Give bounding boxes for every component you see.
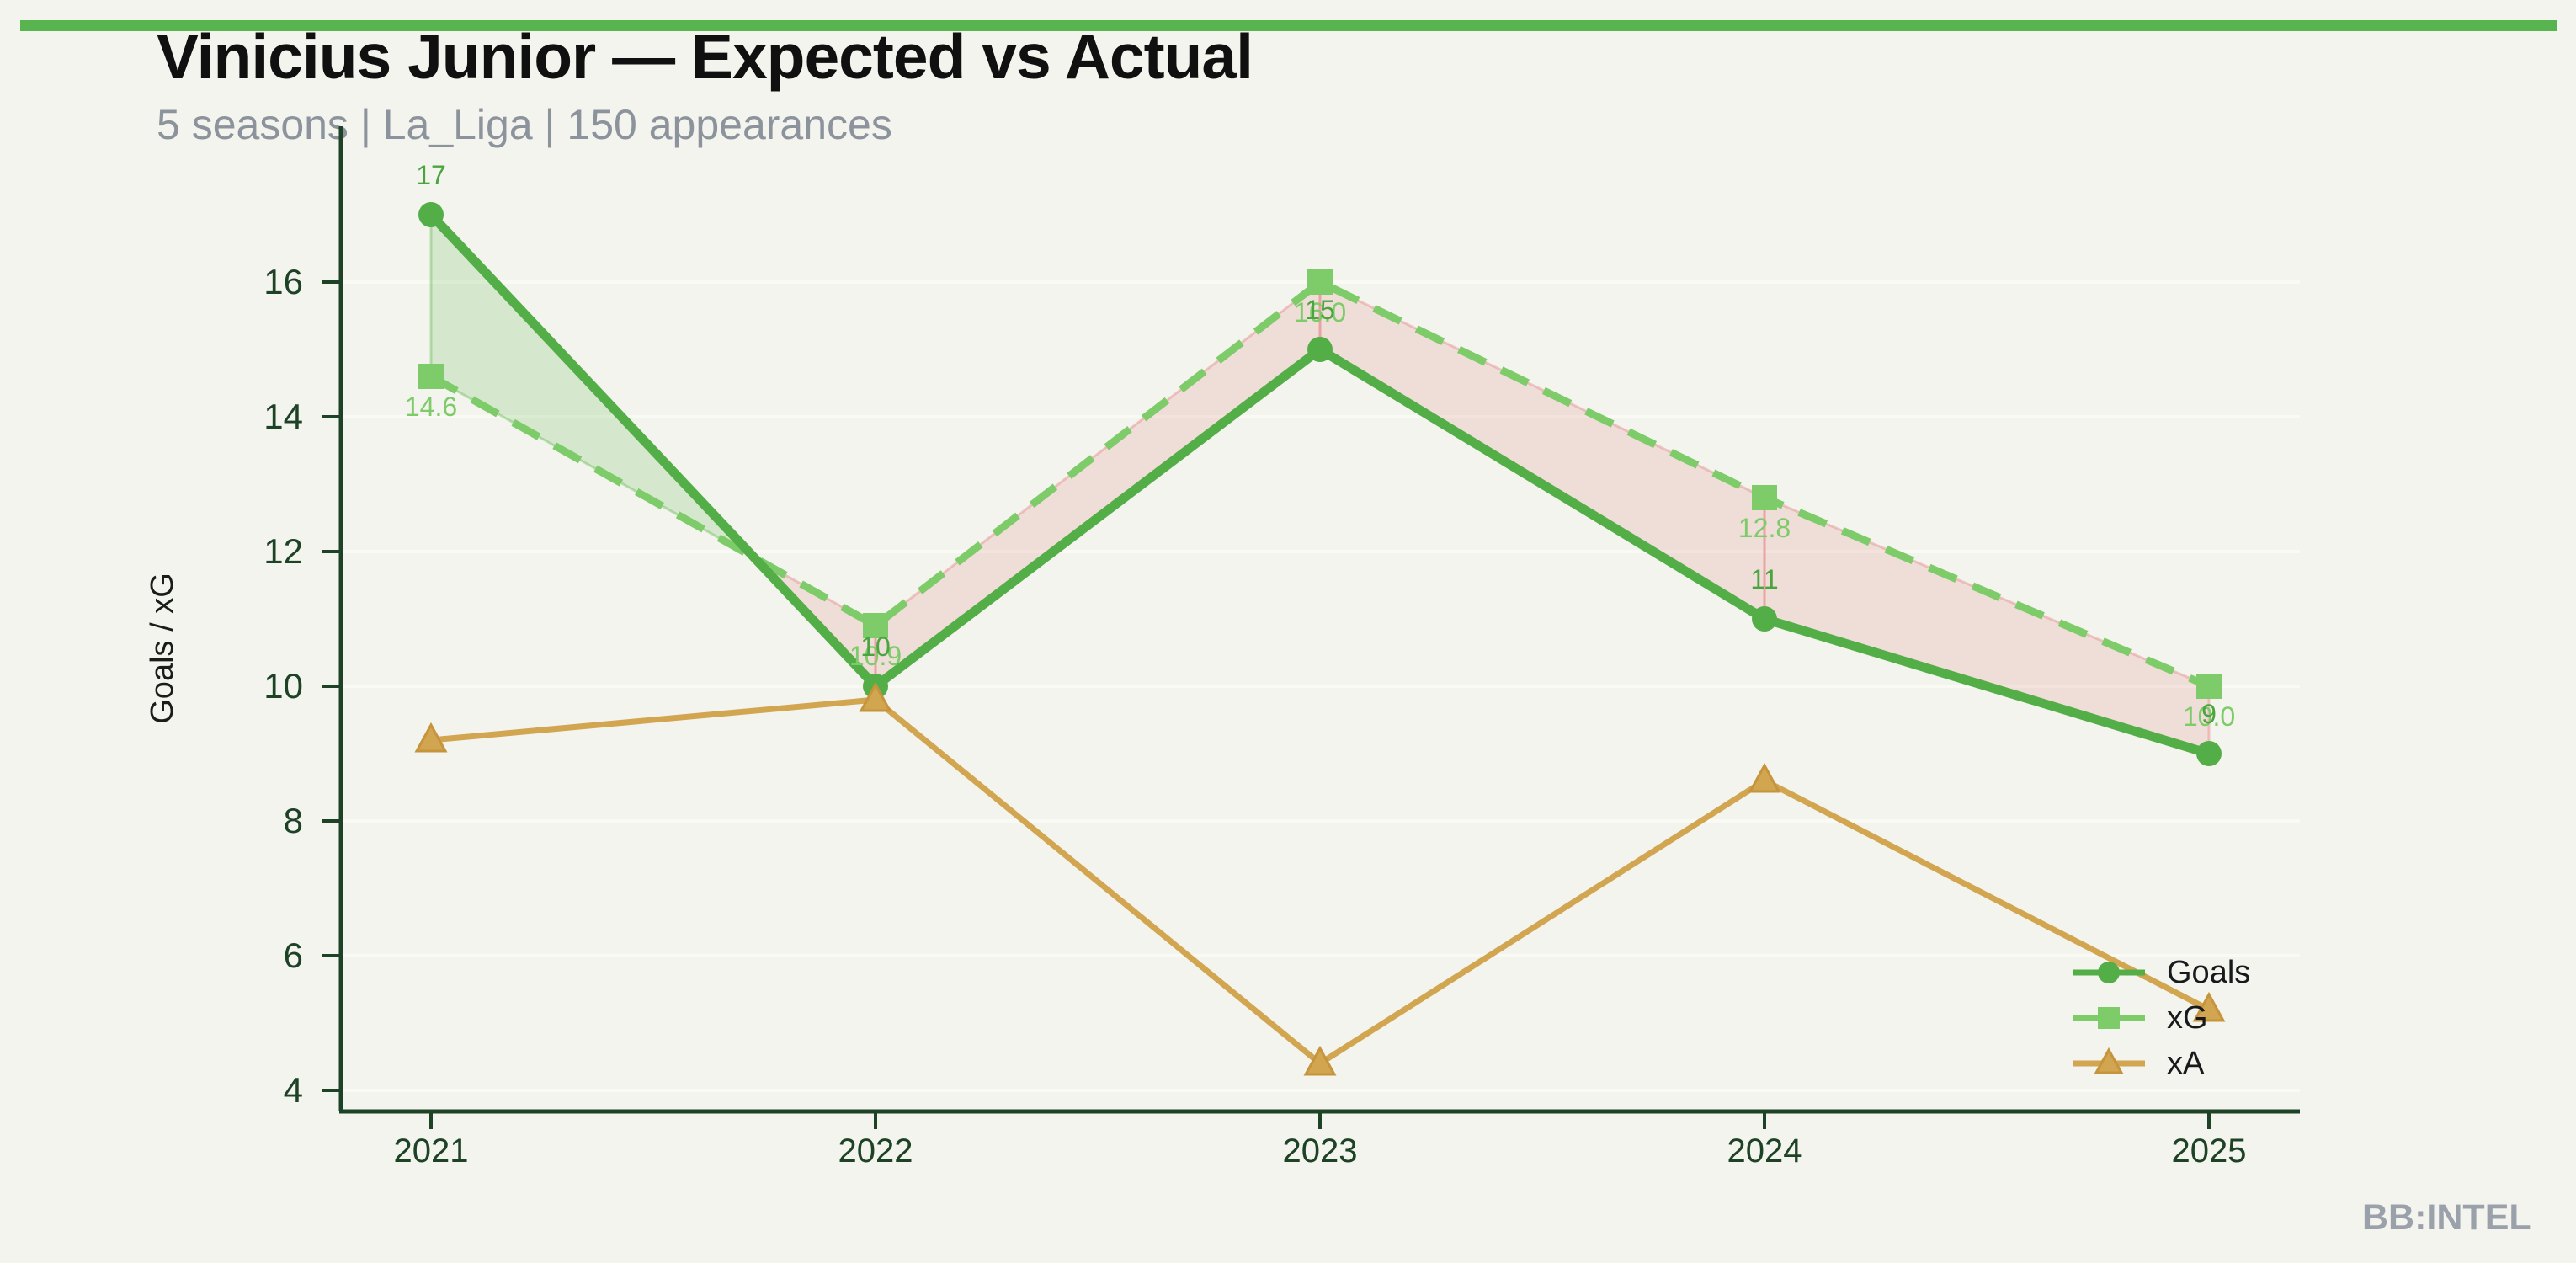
goals-marker-circle xyxy=(2196,741,2222,766)
goals-value-label: 17 xyxy=(416,160,446,190)
x-tick-label: 2024 xyxy=(1727,1132,1802,1170)
goals-value-label: 10 xyxy=(860,632,891,662)
band-underperform xyxy=(1318,280,1766,621)
y-tick-label: 10 xyxy=(263,666,303,706)
y-tick-label: 6 xyxy=(284,935,303,975)
y-tick-label: 8 xyxy=(284,801,303,840)
xg-value-label: 16.0 xyxy=(1294,297,1346,328)
xa-marker-triangle xyxy=(1748,762,1781,793)
y-axis-label: Goals / xG xyxy=(145,573,180,724)
data-labels: 14.6 10.9 16.0 12.8 10.0 17 10 15 11 9 xyxy=(405,160,2235,732)
goals-marker-circle xyxy=(418,202,444,227)
x-tick-label: 2023 xyxy=(1283,1132,1358,1170)
xg-marker-square xyxy=(1752,485,1777,510)
xg-value-label: 10.9 xyxy=(849,641,902,671)
legend-item-goals: Goals xyxy=(2073,950,2250,995)
x-tick-label: 2022 xyxy=(838,1132,913,1170)
x-tick-label: 2021 xyxy=(394,1132,469,1170)
goals-value-label: 11 xyxy=(1750,564,1778,594)
legend-item-xa: xA xyxy=(2073,1041,2250,1086)
goals-marker-circle xyxy=(1307,337,1333,362)
legend-label: xG xyxy=(2167,999,2208,1036)
watermark-label: BB:INTEL xyxy=(2362,1197,2531,1238)
xg-legend-marker-icon xyxy=(2073,1007,2145,1029)
xg-marker-square xyxy=(2196,674,2222,699)
xg-marker-square xyxy=(418,364,444,389)
xa-marker-triangle xyxy=(2192,991,2226,1022)
series-markers xyxy=(414,202,2226,1076)
band-underperform xyxy=(874,279,1322,690)
goals-marker-circle xyxy=(1752,606,1777,632)
xa-marker-triangle xyxy=(859,681,892,712)
xa-marker-triangle xyxy=(414,722,448,753)
xg-marker-square xyxy=(1307,269,1333,295)
legend-label: xA xyxy=(2167,1045,2205,1081)
goals-value-label: 15 xyxy=(1305,295,1335,325)
xa-line xyxy=(430,696,2211,1068)
top-accent-bar xyxy=(20,20,2557,31)
goals-legend-marker-icon xyxy=(2073,962,2145,983)
xg-value-label: 12.8 xyxy=(1738,513,1791,543)
page-subtitle: 5 seasons | La_Liga | 150 appearances xyxy=(157,101,892,148)
axes: 4 6 8 10 12 14 16 2021 2022 2023 2024 2025 xyxy=(263,126,2300,1170)
y-tick-label: 12 xyxy=(263,531,303,571)
xg-value-label: 10.0 xyxy=(2183,701,2235,732)
page-title: Vinicius Junior — Expected vs Actual xyxy=(157,21,1253,92)
xa-legend-marker-icon xyxy=(2073,1047,2145,1074)
x-tick-label: 2025 xyxy=(2172,1132,2247,1170)
chart-header: Vinicius Junior — Expected vs Actual 5 s… xyxy=(157,25,1253,149)
y-tick-label: 14 xyxy=(263,397,303,436)
xg-line xyxy=(428,277,2211,690)
y-tick-label: 4 xyxy=(284,1070,303,1110)
legend-label: Goals xyxy=(2167,954,2251,990)
y-tick-label: 16 xyxy=(263,262,303,301)
xg-value-label: 14.6 xyxy=(405,392,457,422)
band-underperform xyxy=(1763,495,2211,756)
chart-legend: Goals xG xA xyxy=(2073,950,2250,1086)
goals-value-label: 9 xyxy=(2201,699,2217,729)
xa-marker-triangle xyxy=(1303,1045,1337,1076)
legend-item-xg: xG xyxy=(2073,995,2250,1041)
grid-lines xyxy=(341,280,2300,1092)
xg-marker-square xyxy=(863,613,888,638)
